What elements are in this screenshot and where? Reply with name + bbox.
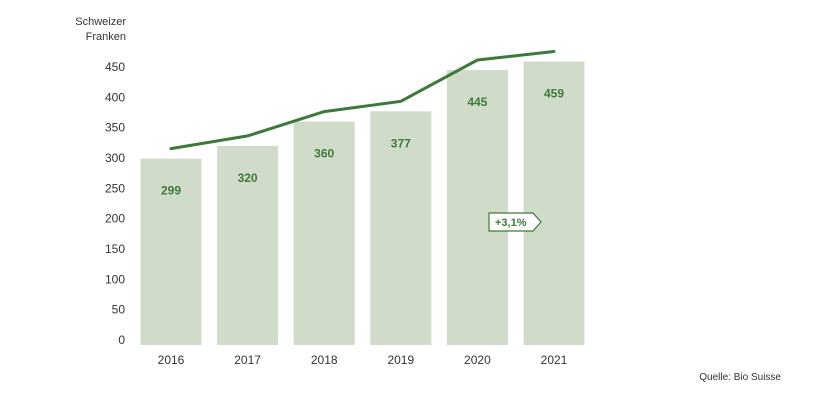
y-tick-label: 100 [105,272,125,286]
annotation-badge [488,212,542,232]
value-label: 459 [544,87,564,101]
bar [523,61,585,345]
value-label: 445 [467,95,487,109]
y-axis-title-line2: Franken [85,31,126,43]
x-tick-label: 2017 [234,353,261,367]
y-tick-label: 200 [105,212,125,226]
y-tick-label: 0 [118,333,125,347]
y-tick-label: 350 [105,121,125,135]
y-axis-title: Schweizer Franken [60,15,126,45]
bar [446,70,508,346]
trend-line-group [169,50,556,151]
bar [140,158,202,345]
y-tick-label: 250 [105,181,125,195]
trend-line [169,50,556,151]
bar [217,145,279,345]
y-tick-label: 300 [105,151,125,165]
x-tick-label: 2018 [311,353,338,367]
y-tick-label: 400 [105,90,125,104]
y-tick-label: 50 [112,303,126,317]
x-tick-label: 2019 [387,353,414,367]
growth-annotation: +3,1% [488,212,542,232]
source-note: Quelle: Bio Suisse [699,372,781,383]
x-tick-label: 2020 [464,353,491,367]
bar [293,121,355,345]
y-axis-title-line1: Schweizer [75,16,126,28]
annotation-label: +3,1% [495,217,527,229]
value-label: 377 [391,136,411,150]
x-axis-labels: 2016 2017 2018 2019 2020 2021 [158,353,568,367]
value-labels: 299 320 360 377 445 459 [161,87,564,198]
value-label: 299 [161,184,181,198]
y-tick-label: 150 [105,242,125,256]
value-label: 320 [238,171,258,185]
y-axis-ticks: 0 50 100 150 200 250 300 350 400 450 [105,60,125,347]
x-tick-label: 2016 [158,353,185,367]
x-tick-label: 2021 [541,353,568,367]
value-label: 360 [314,147,334,161]
y-tick-label: 450 [105,60,125,74]
bars [140,61,585,346]
bar [370,111,432,345]
